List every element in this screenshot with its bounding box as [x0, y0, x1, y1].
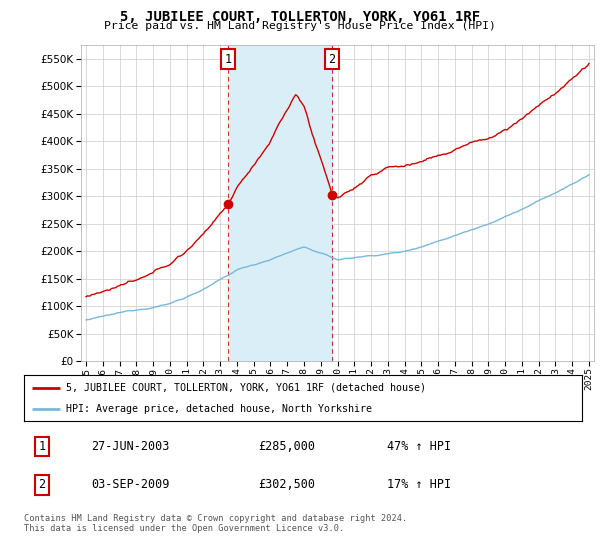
Text: 1: 1: [225, 53, 232, 66]
Text: 5, JUBILEE COURT, TOLLERTON, YORK, YO61 1RF: 5, JUBILEE COURT, TOLLERTON, YORK, YO61 …: [120, 10, 480, 24]
Text: 03-SEP-2009: 03-SEP-2009: [91, 478, 169, 491]
Text: 27-JUN-2003: 27-JUN-2003: [91, 440, 169, 453]
Text: Price paid vs. HM Land Registry's House Price Index (HPI): Price paid vs. HM Land Registry's House …: [104, 21, 496, 31]
Text: 5, JUBILEE COURT, TOLLERTON, YORK, YO61 1RF (detached house): 5, JUBILEE COURT, TOLLERTON, YORK, YO61 …: [66, 382, 426, 393]
Text: £285,000: £285,000: [259, 440, 316, 453]
Text: 17% ↑ HPI: 17% ↑ HPI: [387, 478, 451, 491]
Text: HPI: Average price, detached house, North Yorkshire: HPI: Average price, detached house, Nort…: [66, 404, 372, 414]
Text: Contains HM Land Registry data © Crown copyright and database right 2024.
This d: Contains HM Land Registry data © Crown c…: [24, 514, 407, 534]
Text: 2: 2: [38, 478, 46, 491]
Text: 1: 1: [38, 440, 46, 453]
Text: 47% ↑ HPI: 47% ↑ HPI: [387, 440, 451, 453]
Text: £302,500: £302,500: [259, 478, 316, 491]
Text: 2: 2: [328, 53, 335, 66]
